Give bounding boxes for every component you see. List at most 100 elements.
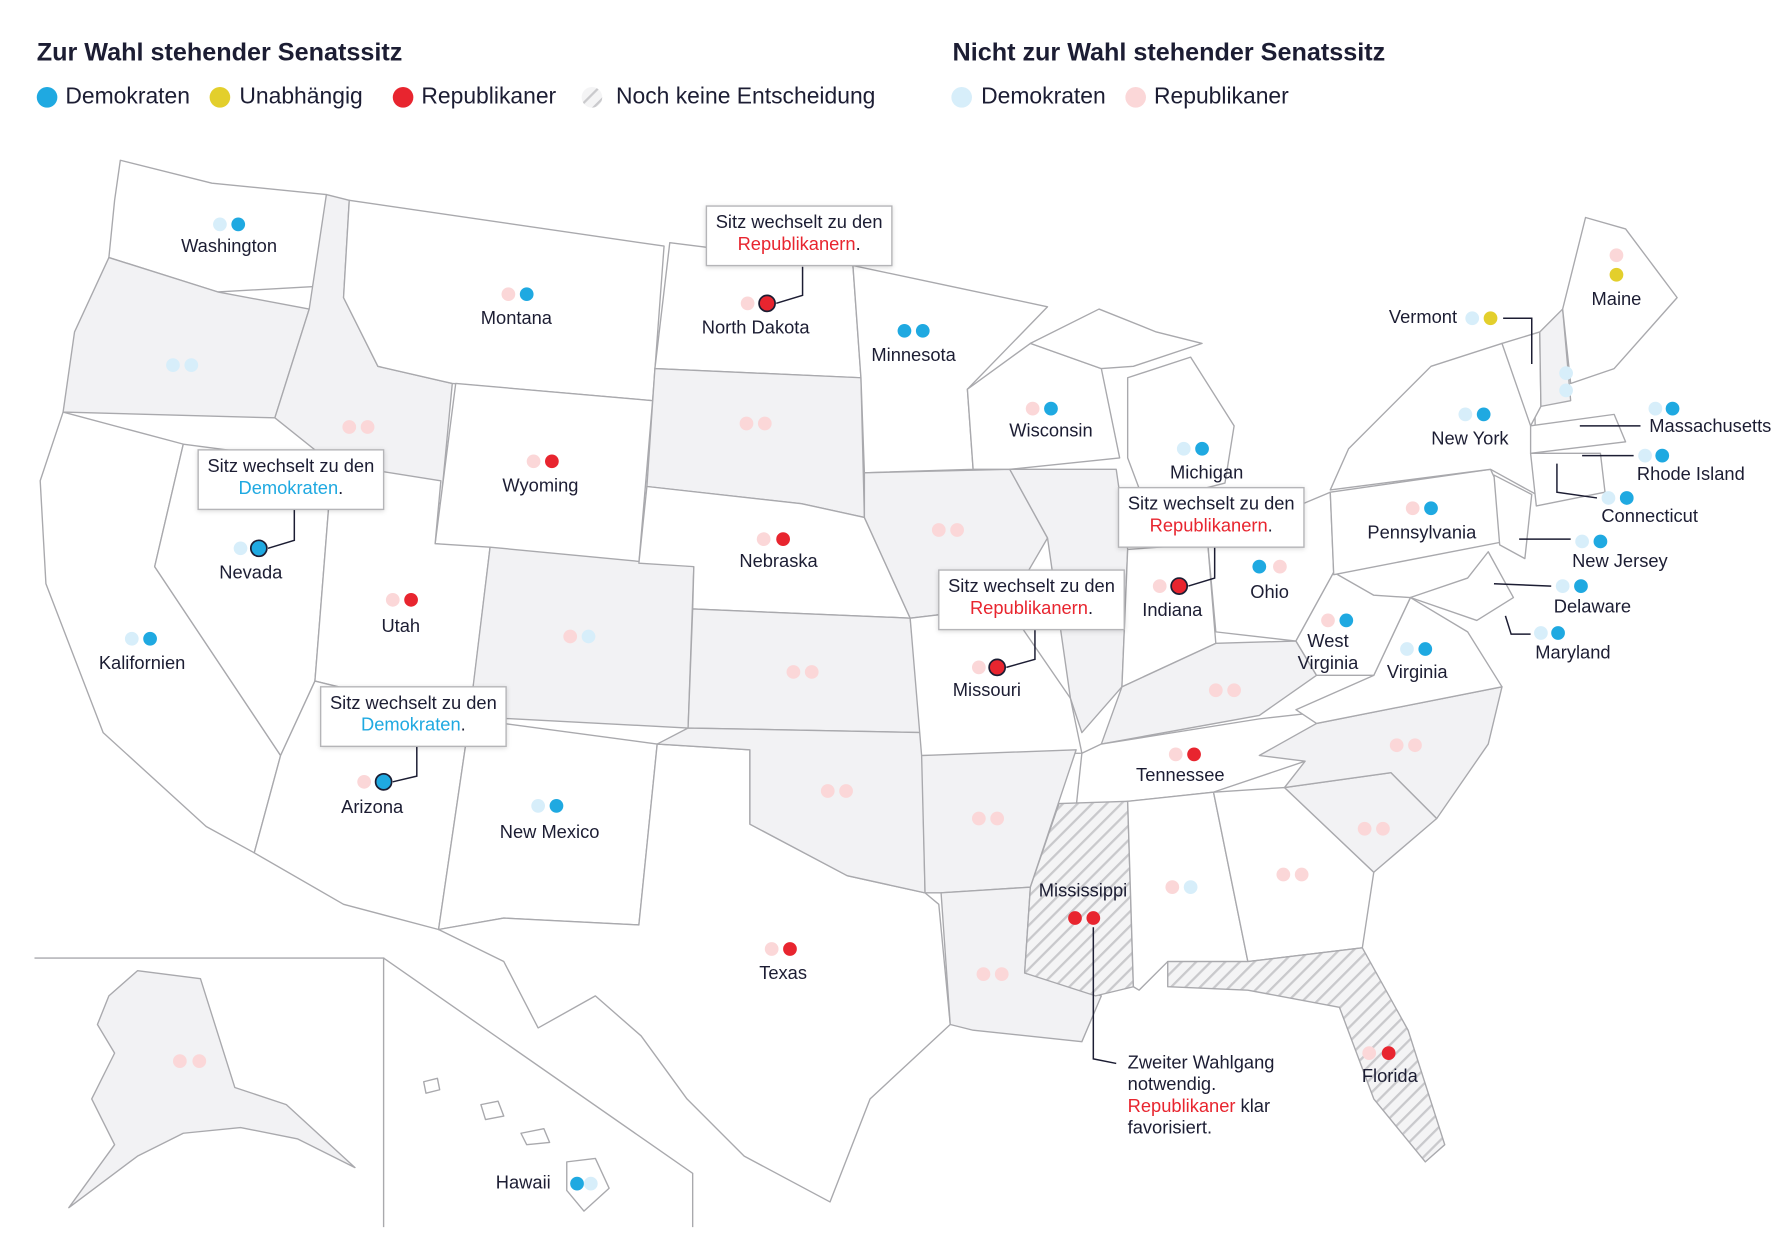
seat-dot <box>915 323 930 338</box>
seat-dot <box>1187 747 1201 762</box>
seat-dot <box>839 784 853 798</box>
state-label: New Mexico <box>500 821 600 842</box>
seat-dot <box>1601 491 1616 505</box>
seat-dot <box>1559 383 1573 398</box>
state-label: Rhode Island <box>1637 463 1745 484</box>
state-label: New York <box>1431 427 1509 448</box>
seat-dot <box>1609 248 1624 263</box>
callout-end: . <box>1268 514 1273 535</box>
callout-text: Sitz wechselt zu den <box>1128 493 1295 514</box>
seat-dot <box>1294 867 1309 882</box>
state-shape <box>1329 342 1538 496</box>
seat-dot <box>783 942 797 956</box>
state-label: Kalifornien <box>99 652 185 673</box>
state-shape <box>1529 413 1627 454</box>
seat-dot <box>1648 401 1663 416</box>
legend-swatch <box>581 86 603 108</box>
legend-swatch <box>951 86 972 108</box>
callout-text: Demokraten. <box>361 714 466 735</box>
seat-dot <box>570 1176 584 1191</box>
party-name: Demokraten <box>361 714 461 735</box>
seat-dot <box>988 658 1007 677</box>
state-label: Florida <box>1362 1065 1419 1086</box>
seat-dot <box>976 967 991 982</box>
state-label: Virginia <box>1298 652 1360 673</box>
seat-dot <box>1465 311 1480 326</box>
leader-line <box>392 746 418 783</box>
inset-border <box>383 957 694 1228</box>
state-shape <box>1029 308 1203 370</box>
seat-dot <box>1152 579 1167 593</box>
seat-dot <box>1339 613 1354 628</box>
state-shape <box>687 608 923 734</box>
state-shape <box>520 1127 551 1146</box>
seat-dot <box>143 631 157 646</box>
seat-dot <box>1609 267 1624 282</box>
seat-dot <box>342 420 357 434</box>
seat-dot <box>1458 407 1473 422</box>
state-shape <box>1561 216 1678 385</box>
seat-dot <box>1593 534 1608 549</box>
seat-dot <box>233 541 248 556</box>
legend-label: Republikaner <box>421 82 556 108</box>
seat-dot <box>1418 642 1433 656</box>
seat-dot <box>1424 501 1438 516</box>
seat-dot <box>950 523 964 537</box>
state-shape <box>434 382 654 564</box>
seat-dot <box>1575 534 1589 549</box>
callout-box <box>705 205 893 267</box>
legend-swatch <box>392 86 414 108</box>
state-label: Tennessee <box>1136 764 1225 785</box>
state-label: Delaware <box>1554 596 1631 617</box>
note-text: notwendig. <box>1128 1073 1217 1094</box>
state-label: Ohio <box>1250 581 1289 602</box>
state-label: Massachusetts <box>1649 415 1771 436</box>
seat-dot <box>804 665 819 679</box>
party-name: Republikanern <box>738 233 856 254</box>
legend-swatch <box>1125 86 1146 108</box>
leader-line <box>267 509 296 550</box>
legend-swatch <box>36 86 58 108</box>
state-label: Hawaii <box>496 1171 551 1192</box>
state-label: Arizona <box>341 796 404 817</box>
seat-dot <box>1655 448 1670 463</box>
callout-box <box>197 449 385 511</box>
seat-dot <box>931 523 946 537</box>
state-shape <box>1539 308 1572 408</box>
party-name: Republikanern <box>1150 514 1268 535</box>
state-shape <box>68 970 356 1209</box>
seat-dot <box>740 296 755 311</box>
seat-dot <box>1025 401 1040 416</box>
state-label: Indiana <box>1142 599 1203 620</box>
legend-label: Demokraten <box>65 82 190 108</box>
callout-text: Sitz wechselt zu den <box>207 455 374 476</box>
seat-dot <box>563 629 578 644</box>
seat-dot <box>1165 880 1180 895</box>
seat-dot <box>1176 441 1191 456</box>
note-text: favorisiert. <box>1128 1117 1212 1138</box>
state-label: New Jersey <box>1572 550 1668 571</box>
seat-dot <box>1408 738 1422 753</box>
seat-dot <box>764 942 779 956</box>
state-label: Utah <box>381 615 420 636</box>
seat-dot <box>1086 911 1101 925</box>
seat-dot <box>1389 738 1404 753</box>
seat-dot <box>545 454 559 469</box>
seat-dot <box>1227 683 1241 698</box>
leader-line <box>1556 463 1598 499</box>
seat-dot <box>166 358 180 373</box>
leader-line <box>1188 547 1216 587</box>
seat-dot <box>820 784 835 798</box>
callout-end: . <box>461 714 466 735</box>
seat-dot <box>1044 401 1058 416</box>
state-shape <box>1167 947 1446 1163</box>
seat-dot <box>971 660 986 675</box>
seat-dot <box>213 217 227 232</box>
seat-dot <box>231 217 246 232</box>
callout-end: . <box>856 233 861 254</box>
party-name: Republikanern <box>970 597 1088 618</box>
seat-dot <box>519 287 534 302</box>
seat-dot <box>531 799 546 813</box>
seat-dot <box>526 454 541 469</box>
